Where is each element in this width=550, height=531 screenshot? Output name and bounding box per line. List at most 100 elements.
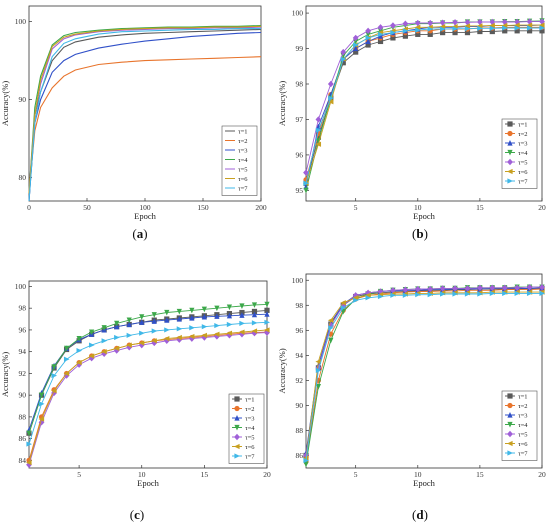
legend-box [221,125,258,196]
data-point [353,45,359,52]
data-point [201,313,207,320]
legend-marker [507,440,513,447]
data-point [251,311,258,318]
legend-label: τ=7 [238,185,248,192]
data-point [213,331,220,337]
legend-label: τ=4 [518,422,528,429]
legend-label: τ=6 [245,444,255,451]
data-point [176,326,183,332]
legend-label: τ=7 [245,453,255,460]
data-point [439,285,446,292]
y-tick-label: 80 [19,173,27,182]
data-point [189,325,195,331]
legend-label: τ=5 [238,166,248,173]
data-point [340,56,347,62]
y-tick-label: 100 [292,9,304,18]
series-line [28,25,262,194]
data-point [514,284,521,291]
data-point [427,19,434,27]
data-point [189,307,195,314]
chart-d: 5 10 15 20 86 88 90 92 94 96 98 100 Epoch Accuracy(%)… [277,273,546,522]
data-point [501,284,508,291]
data-point [264,301,270,308]
data-point [214,313,220,319]
data-point [164,309,170,316]
data-point [514,28,520,34]
legend-label: τ=4 [518,150,528,157]
data-point [76,336,82,342]
data-point [502,28,508,34]
data-point [251,308,258,315]
data-point [365,35,372,41]
data-point [476,18,483,26]
data-point [264,311,270,317]
legend-label: τ=2 [518,403,528,410]
legend-box [228,393,265,464]
legend-box [501,390,538,461]
data-point [239,303,245,310]
series-6 [28,25,262,194]
data-point [365,31,371,38]
data-point [88,353,95,359]
data-point [476,23,483,29]
data-point [526,25,533,31]
panel-caption: (c) [130,507,144,522]
x-tick-label: 20 [538,470,546,479]
series-line [28,28,261,202]
data-point [452,19,458,26]
legend-marker [507,393,513,399]
data-point [176,334,182,341]
series-4 [26,301,270,437]
series-7 [28,28,261,202]
data-point [427,26,434,32]
data-point [402,20,409,27]
data-point [477,28,483,35]
legend-label: τ=1 [518,393,528,400]
data-point [139,330,145,336]
y-tick-label: 88 [19,412,27,421]
data-point [303,461,309,468]
data-point [239,312,245,318]
x-tick-label: 100 [139,203,151,212]
x-tick-label: 5 [77,470,81,479]
data-point [76,361,83,368]
data-point [264,307,270,313]
legend-marker [234,415,240,421]
data-point [264,329,270,336]
x-tick-label: 10 [138,470,146,479]
data-point [377,24,384,31]
legend-label: τ=3 [518,412,528,419]
y-tick-label: 98 [19,304,27,313]
series-7 [26,319,270,447]
legend-marker [234,396,240,402]
x-tick-label: 0 [27,203,31,212]
data-point [464,26,471,32]
legend-label: τ=6 [238,176,248,183]
data-point [440,26,446,32]
y-tick-label: 90 [19,391,27,400]
x-tick-label: 15 [201,470,209,479]
legend-marker [507,430,513,438]
legend-label: τ=5 [245,434,255,441]
data-point [315,359,322,365]
legend: τ=1 τ=2 τ=3 τ=4 τ=5 τ=6 τ=7 [228,393,265,464]
series-line [28,56,262,194]
data-point [26,461,32,468]
x-tick-label: 5 [354,203,358,212]
data-point [38,401,45,407]
panel-caption: (a) [132,226,147,241]
x-axis-label: Epoch [137,478,159,488]
data-point [464,285,471,292]
data-point [138,340,145,346]
data-point [390,287,396,294]
data-point [390,22,396,29]
legend-label: τ=7 [518,178,528,185]
data-point [315,384,322,390]
data-point [163,336,170,342]
data-point [51,372,58,379]
legend-marker [507,158,513,166]
data-point [303,180,309,186]
data-point [340,60,346,66]
